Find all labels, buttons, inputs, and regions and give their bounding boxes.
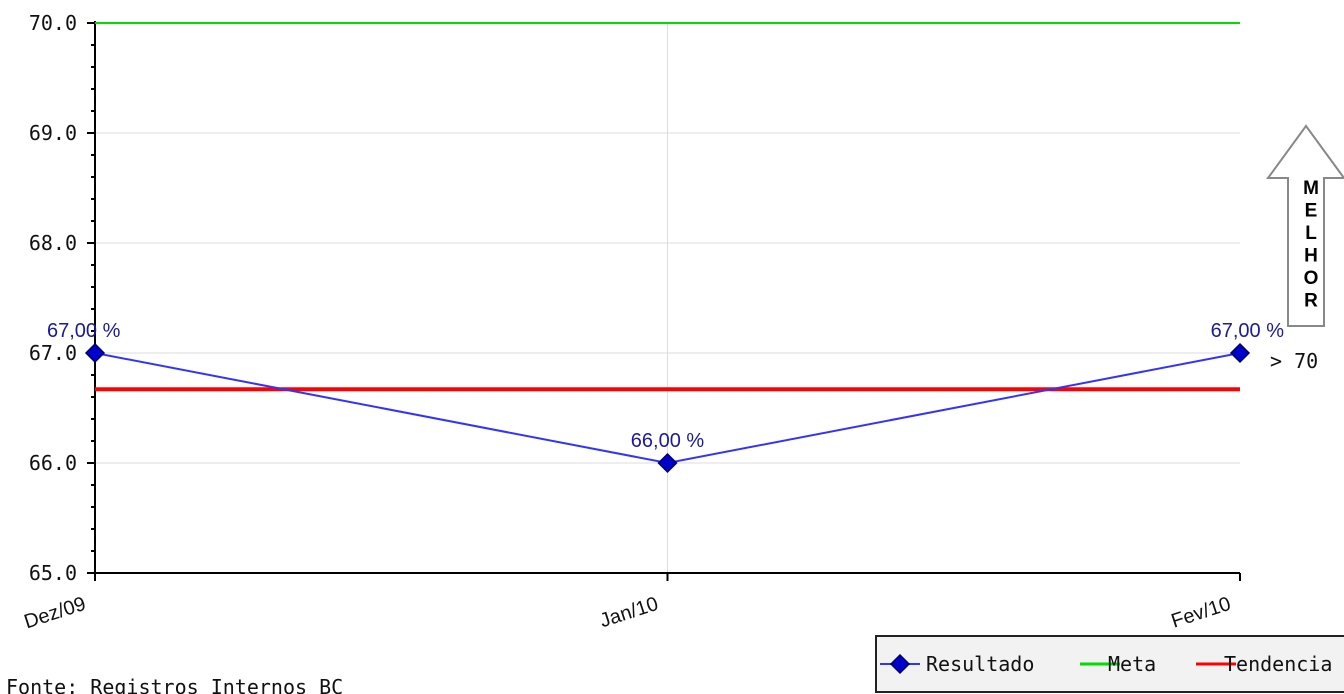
legend-label: Meta (1108, 652, 1156, 676)
melhor-letter: O (1304, 268, 1319, 289)
legend: Resultado Meta Tendencia (875, 635, 1344, 693)
data-label: 67,00 % (47, 320, 121, 342)
legend-label: Resultado (926, 652, 1034, 676)
y-tick-label: 69.0 (29, 121, 77, 145)
melhor-letter: H (1304, 246, 1318, 267)
data-point-marker (1229, 342, 1251, 364)
y-tick-label: 70.0 (29, 11, 77, 35)
x-tick-label: Dez/09 (21, 593, 88, 634)
legend-marker (889, 653, 911, 675)
x-tick-label: Jan/10 (597, 593, 661, 632)
melhor-letter: R (1304, 291, 1318, 312)
source-note: Fonte: Registros Internos BC (6, 675, 343, 694)
melhor-letter: M (1303, 178, 1319, 199)
legend-label: Tendencia (1224, 652, 1332, 676)
x-tick-label: Fev/10 (1169, 593, 1234, 633)
axes (87, 21, 1241, 581)
data-label: 66,00 % (631, 430, 705, 452)
melhor-letter: L (1305, 223, 1317, 244)
y-tick-label: 68.0 (29, 231, 77, 255)
target-label: > 70 (1270, 349, 1318, 373)
y-tick-label: 66.0 (29, 451, 77, 475)
labels: 65.0 66.0 67.0 68.0 69.0 70.0 Dez/09 Jan/10 Fev/… (21, 11, 1284, 633)
melhor-letter: E (1305, 201, 1318, 222)
data-point-marker (657, 452, 678, 474)
legend-items: Resultado Meta Tendencia (880, 652, 1332, 676)
grid-lines (95, 22, 1240, 573)
y-tick-label: 67.0 (29, 341, 77, 365)
series (84, 22, 1251, 474)
y-tick-label: 65.0 (29, 561, 77, 585)
data-label: 67,00 % (1211, 320, 1285, 342)
up-arrow-icon (1266, 124, 1344, 327)
data-point-marker (84, 342, 106, 364)
